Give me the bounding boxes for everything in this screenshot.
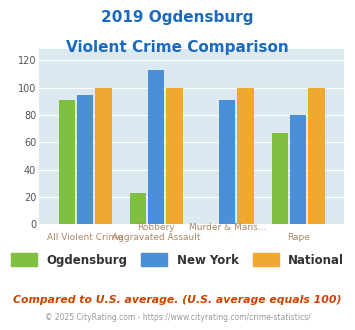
- Text: Compared to U.S. average. (U.S. average equals 100): Compared to U.S. average. (U.S. average …: [13, 295, 342, 305]
- Text: Aggravated Assault: Aggravated Assault: [112, 233, 201, 242]
- Bar: [77, 95, 93, 224]
- Bar: [130, 193, 146, 224]
- Text: Murder & Mans...: Murder & Mans...: [189, 223, 266, 232]
- Bar: [237, 88, 254, 224]
- Bar: [59, 100, 75, 224]
- Bar: [272, 133, 288, 224]
- Text: © 2025 CityRating.com - https://www.cityrating.com/crime-statistics/: © 2025 CityRating.com - https://www.city…: [45, 314, 310, 322]
- Text: Rape: Rape: [287, 233, 310, 242]
- Text: Robbery: Robbery: [137, 223, 175, 232]
- Bar: [166, 88, 183, 224]
- Text: 2019 Ogdensburg: 2019 Ogdensburg: [101, 10, 254, 25]
- Bar: [290, 115, 306, 224]
- Bar: [219, 100, 235, 224]
- Bar: [308, 88, 325, 224]
- Text: Violent Crime Comparison: Violent Crime Comparison: [66, 40, 289, 54]
- Text: All Violent Crime: All Violent Crime: [47, 233, 123, 242]
- Legend: Ogdensburg, New York, National: Ogdensburg, New York, National: [6, 248, 349, 271]
- Bar: [95, 88, 112, 224]
- Bar: [148, 70, 164, 224]
